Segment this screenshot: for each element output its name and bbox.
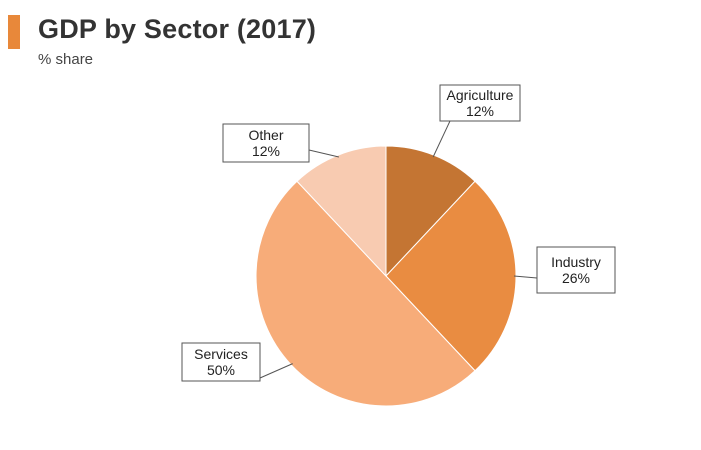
pie-callouts: Agriculture12%Industry26%Services50%Othe… — [181, 84, 616, 382]
callout-leader-agriculture — [432, 120, 451, 158]
title-accent-bar — [8, 15, 20, 49]
callout-box-industry — [536, 246, 616, 294]
slice-label-other: Other — [248, 127, 283, 143]
callout-leader-industry — [513, 275, 538, 279]
slice-label-services: Services — [194, 346, 248, 362]
callout-box-other — [222, 123, 310, 163]
callout-box-services — [181, 342, 261, 382]
slice-value-label-services: 50% — [207, 362, 235, 378]
slice-label-agriculture: Agriculture — [447, 87, 514, 103]
callout-leader-other — [308, 149, 339, 158]
slice-label-industry: Industry — [551, 254, 601, 270]
slice-value-label-industry: 26% — [562, 270, 590, 286]
pie-slice-services — [255, 180, 476, 407]
pie-slice-other — [296, 145, 387, 278]
chart-subtitle: % share — [38, 51, 94, 68]
callout-leader-services — [259, 363, 293, 379]
callout-box-agriculture — [439, 84, 521, 122]
chart-title: GDP by Sector (2017) — [38, 14, 317, 44]
slice-value-label-agriculture: 12% — [466, 103, 494, 119]
slice-value-label-other: 12% — [252, 143, 280, 159]
pie-slices — [255, 145, 517, 407]
